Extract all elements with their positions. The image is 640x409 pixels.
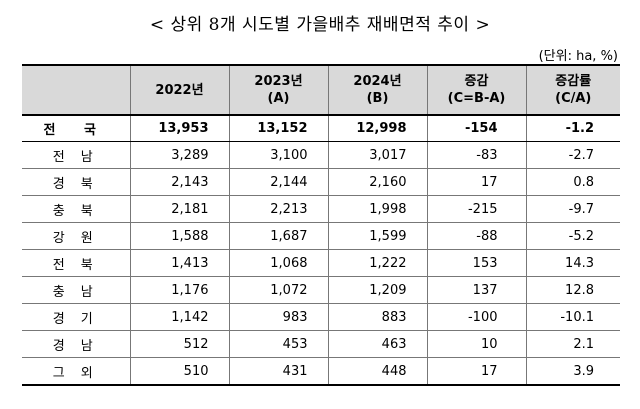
cell-2022: 2,181 (129, 195, 230, 223)
cell-2023: 1,687 (228, 222, 329, 250)
cell-2024: 3,017 (327, 141, 428, 169)
cell-change: -215 (426, 195, 527, 223)
cell-region: 전 국 (22, 114, 131, 142)
table-row: 경 기 1,142 983 883 -100 -10.1 (22, 303, 620, 331)
cell-2024: 1,998 (327, 195, 428, 223)
header-2023: 2023년 (A) (228, 64, 329, 116)
table-title: < 상위 8개 시도별 가을배추 재배면적 추이 > (149, 15, 491, 35)
cell-2023: 3,100 (228, 141, 329, 169)
cell-2023: 13,152 (228, 114, 329, 142)
header-rate: 증감률 (C/A) (525, 64, 620, 116)
cell-2023: 2,144 (228, 168, 329, 196)
cell-2024: 883 (327, 303, 428, 331)
cell-region: 경 북 (22, 168, 131, 196)
cell-2022: 3,289 (129, 141, 230, 169)
cell-2024: 2,160 (327, 168, 428, 196)
header-2023-line1: 2023년 (254, 74, 303, 89)
table-row: 그 외 510 431 448 17 3.9 (22, 357, 620, 386)
cell-2023: 983 (228, 303, 329, 331)
cell-2023: 1,072 (228, 276, 329, 304)
cell-rate: -1.2 (525, 114, 620, 142)
header-change: 증감 (C=B-A) (426, 64, 527, 116)
cell-rate: 0.8 (525, 168, 620, 196)
cell-2024: 12,998 (327, 114, 428, 142)
cell-rate: 12.8 (525, 276, 620, 304)
header-2024-line2: (B) (366, 91, 389, 106)
header-change-line2: (C=B-A) (447, 91, 506, 106)
cell-2023: 453 (228, 330, 329, 358)
cell-region: 강 원 (22, 222, 131, 250)
header-2024-line1: 2024년 (353, 74, 402, 89)
table-row: 경 남 512 453 463 10 2.1 (22, 330, 620, 358)
cell-2024: 448 (327, 357, 428, 386)
header-rate-line1: 증감률 (555, 74, 592, 89)
cell-rate: 3.9 (525, 357, 620, 386)
cell-2023: 431 (228, 357, 329, 386)
cell-2022: 510 (129, 357, 230, 386)
cell-change: -100 (426, 303, 527, 331)
cell-region: 전 북 (22, 249, 131, 277)
cell-2024: 1,222 (327, 249, 428, 277)
cultivation-area-table: 2022년 2023년 (A) 2024년 (B) 증감 (C=B-A) 증감률 (C/… (22, 64, 620, 386)
table-row: 전 북 1,413 1,068 1,222 153 14.3 (22, 249, 620, 277)
cell-2022: 1,588 (129, 222, 230, 250)
cell-change: 17 (426, 168, 527, 196)
cell-2024: 463 (327, 330, 428, 358)
header-2022-label: 2022년 (155, 82, 204, 98)
cell-2022: 512 (129, 330, 230, 358)
cell-rate: -10.1 (525, 303, 620, 331)
cell-rate: -9.7 (525, 195, 620, 223)
cell-2023: 1,068 (228, 249, 329, 277)
cell-2023: 2,213 (228, 195, 329, 223)
cell-2024: 1,599 (327, 222, 428, 250)
table-row: 전 남 3,289 3,100 3,017 -83 -2.7 (22, 141, 620, 169)
cell-2024: 1,209 (327, 276, 428, 304)
cell-change: 137 (426, 276, 527, 304)
unit-label: (단위: ha, %) (538, 49, 618, 64)
header-region (22, 64, 131, 116)
cell-rate: -2.7 (525, 141, 620, 169)
cell-change: -88 (426, 222, 527, 250)
cell-change: 17 (426, 357, 527, 386)
header-change-line1: 증감 (464, 74, 489, 89)
cell-2022: 1,176 (129, 276, 230, 304)
table-row: 경 북 2,143 2,144 2,160 17 0.8 (22, 168, 620, 196)
cell-rate: 2.1 (525, 330, 620, 358)
header-2024: 2024년 (B) (327, 64, 428, 116)
cell-change: 10 (426, 330, 527, 358)
table-row: 충 남 1,176 1,072 1,209 137 12.8 (22, 276, 620, 304)
cell-region: 경 기 (22, 303, 131, 331)
cell-change: 153 (426, 249, 527, 277)
header-rate-line2: (C/A) (555, 91, 592, 106)
table-row: 충 북 2,181 2,213 1,998 -215 -9.7 (22, 195, 620, 223)
cell-2022: 1,413 (129, 249, 230, 277)
cell-rate: -5.2 (525, 222, 620, 250)
header-2022: 2022년 (129, 64, 230, 116)
table-row: 강 원 1,588 1,687 1,599 -88 -5.2 (22, 222, 620, 250)
cell-change: -154 (426, 114, 527, 142)
cell-2022: 2,143 (129, 168, 230, 196)
cell-region: 충 북 (22, 195, 131, 223)
cell-region: 전 남 (22, 141, 131, 169)
header-row: 2022년 2023년 (A) 2024년 (B) 증감 (C=B-A) 증감률 (C/… (22, 64, 620, 116)
cell-region: 그 외 (22, 357, 131, 386)
cell-change: -83 (426, 141, 527, 169)
cell-rate: 14.3 (525, 249, 620, 277)
cell-2022: 13,953 (129, 114, 230, 142)
cell-region: 충 남 (22, 276, 131, 304)
cell-2022: 1,142 (129, 303, 230, 331)
cell-region: 경 남 (22, 330, 131, 358)
header-2023-line2: (A) (267, 91, 290, 106)
table-row-total: 전 국 13,953 13,152 12,998 -154 -1.2 (22, 114, 620, 142)
